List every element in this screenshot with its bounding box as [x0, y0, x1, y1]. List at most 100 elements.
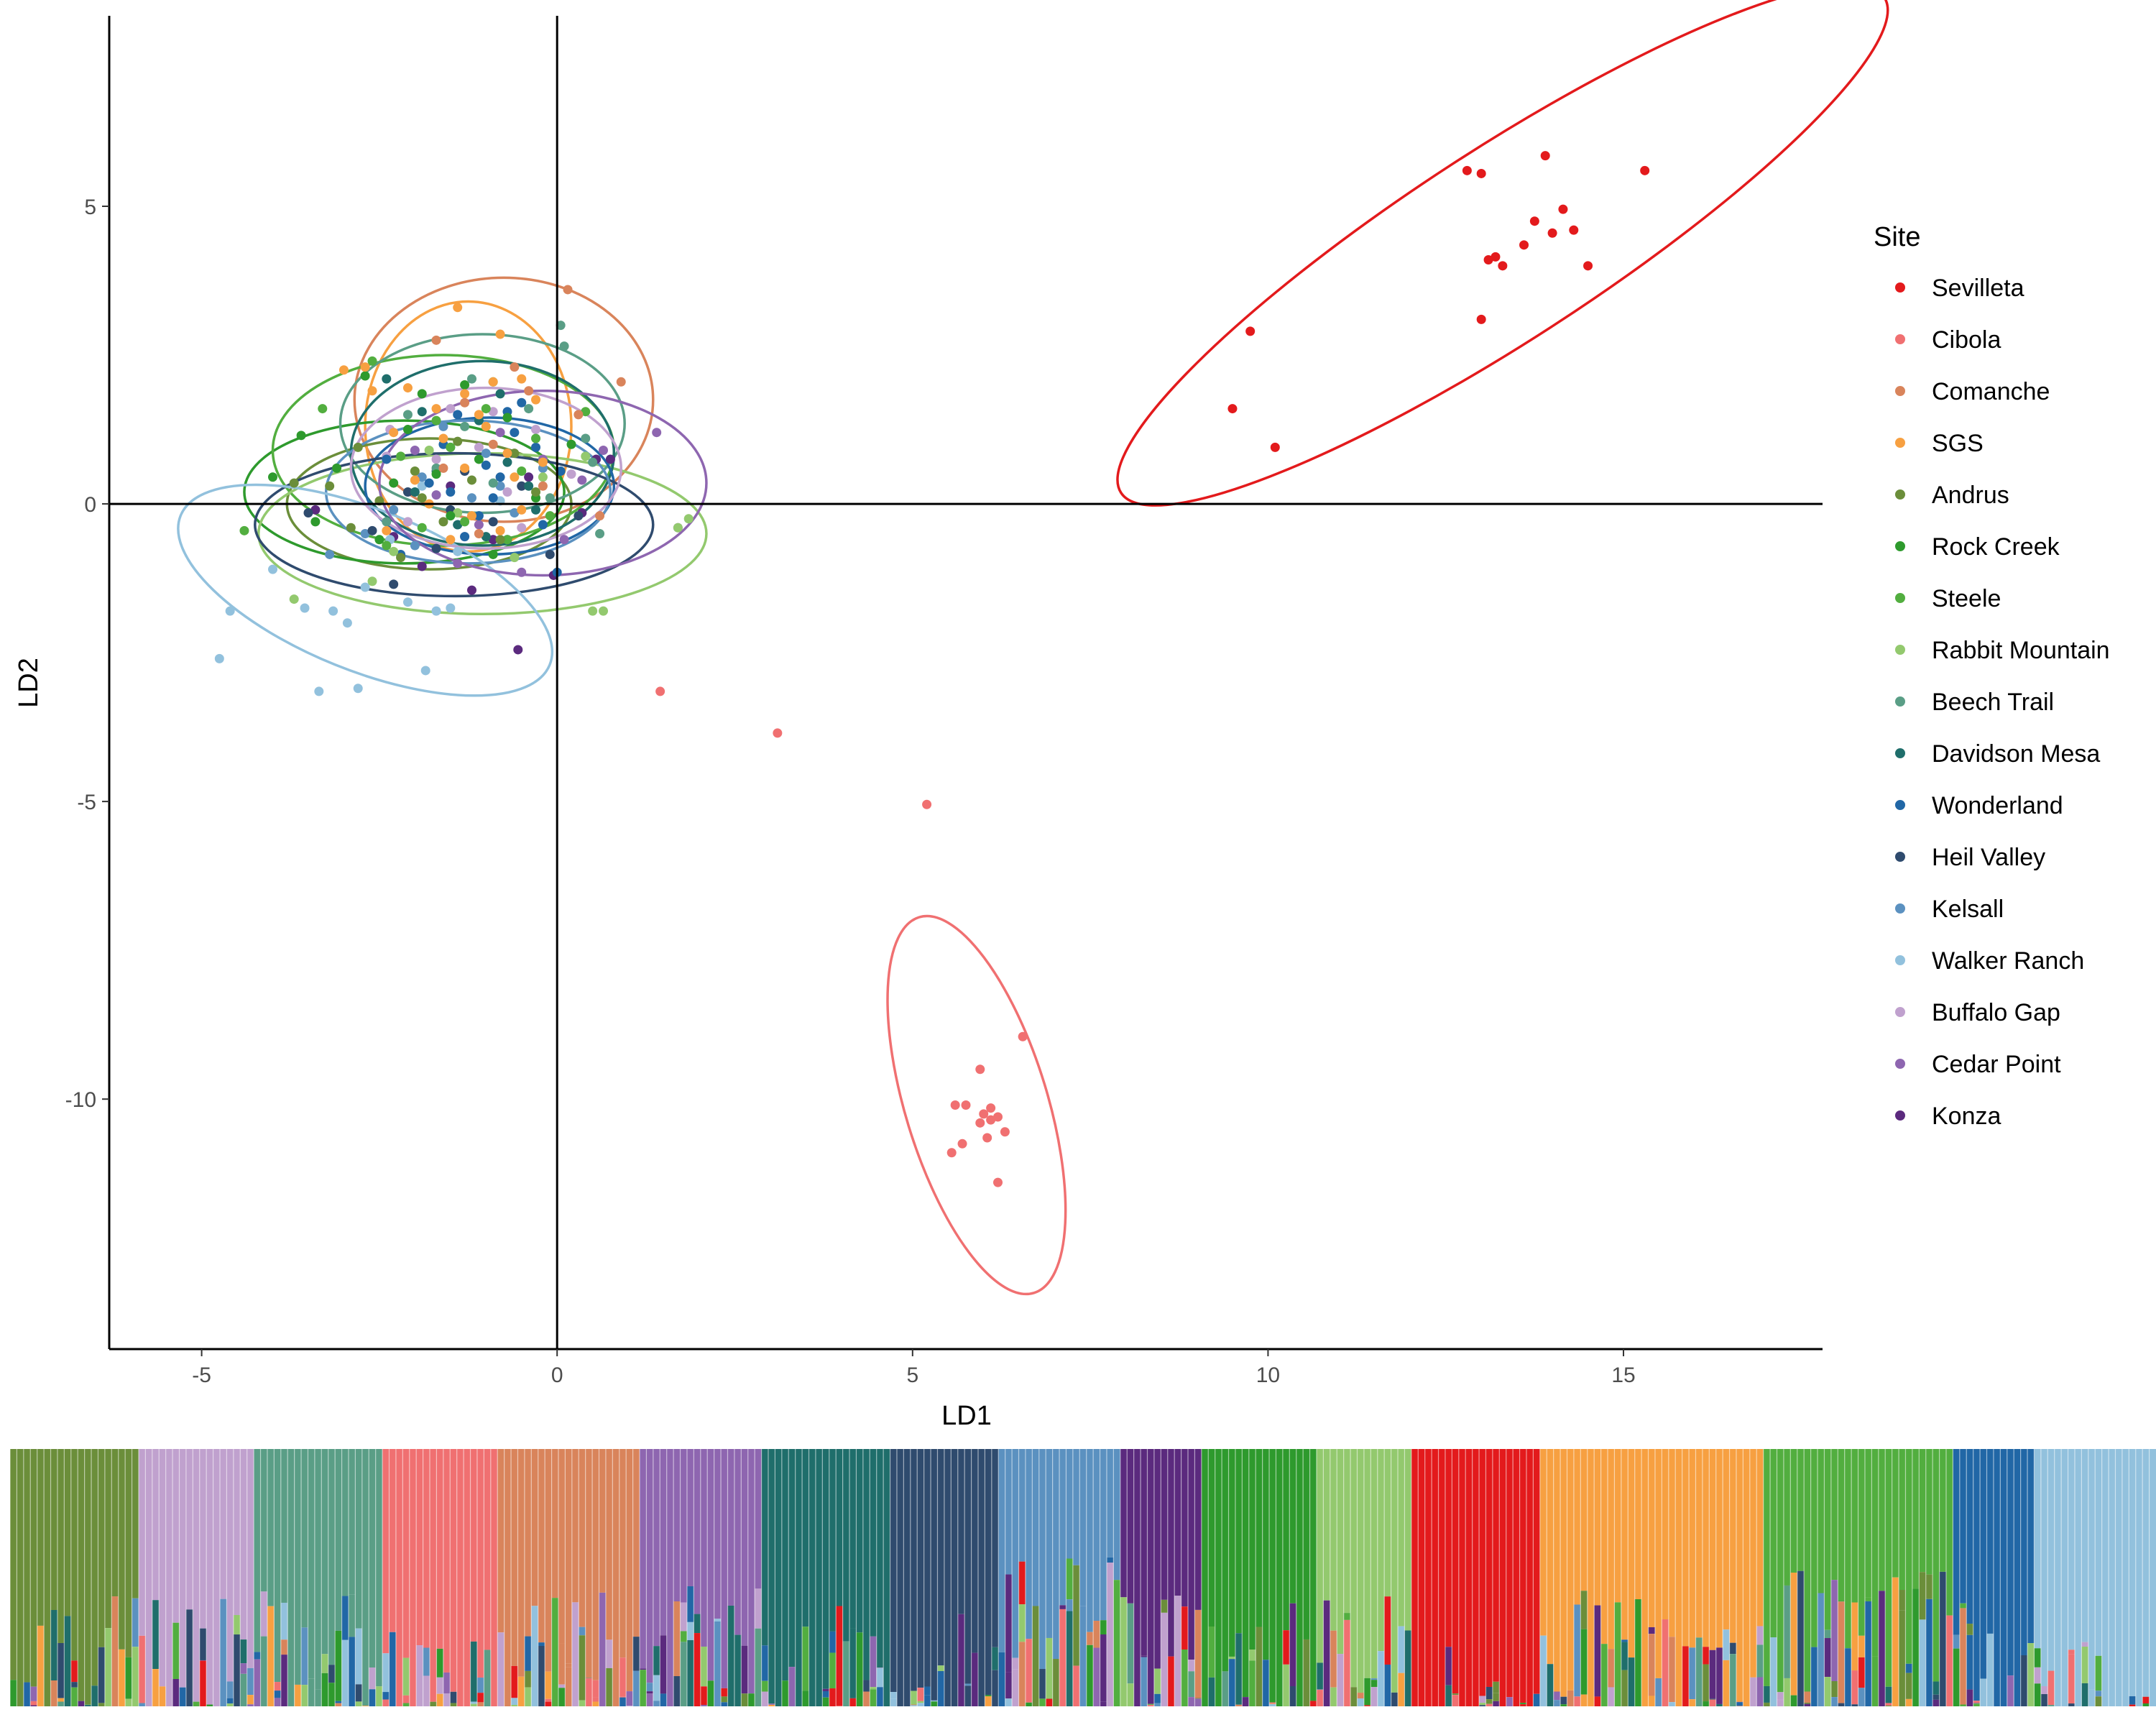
point-buffalo-gap [517, 523, 527, 533]
legend-label-sgs: SGS [1932, 430, 1984, 457]
ancestry-segment [2149, 1449, 2156, 1706]
ancestry-segment [1479, 1703, 1486, 1706]
ancestry-segment [280, 1639, 288, 1655]
ancestry-segment [382, 1653, 390, 1693]
ancestry-segment [138, 1449, 146, 1636]
ancestry-segment [1127, 1683, 1134, 1706]
ancestry-segment [1492, 1449, 1500, 1682]
ancestry-segment [456, 1449, 464, 1706]
ancestry-segment [2034, 1449, 2042, 1649]
ancestry-segment [57, 1449, 65, 1643]
ancestry-segment [1986, 1449, 1994, 1634]
ancestry-segment [1479, 1705, 1486, 1706]
point-rock-creek [417, 389, 427, 399]
ancestry-segment [599, 1449, 607, 1593]
ancestry-segment [1824, 1638, 1832, 1678]
point-walker-ranch [225, 606, 235, 616]
ancestry-segment [923, 1449, 931, 1687]
point-sgs [446, 535, 456, 545]
ancestry-segment [1973, 1703, 1981, 1704]
ancestry-segment [977, 1449, 985, 1706]
ancestry-segment [254, 1652, 261, 1660]
point-wonderland [510, 428, 520, 438]
point-sgs [474, 410, 484, 420]
ellipse-steele [271, 354, 616, 547]
ancestry-segment [700, 1646, 708, 1687]
ancestry-segment [1830, 1580, 1838, 1682]
point-konza [488, 535, 498, 545]
ancestry-segment [1208, 1449, 1215, 1627]
ancestry-segment [1248, 1660, 1256, 1706]
ancestry-segment [1818, 1449, 1825, 1593]
ancestry-segment [111, 1596, 119, 1706]
ancestry-segment [1709, 1650, 1717, 1699]
ancestry-segment [802, 1690, 809, 1706]
ancestry-segment [1445, 1449, 1452, 1647]
ancestry-segment [694, 1449, 701, 1614]
ancestry-segment [531, 1606, 539, 1706]
ancestry-segment [1539, 1449, 1547, 1636]
ancestry-segment [1066, 1599, 1074, 1611]
ancestry-segment [2142, 1449, 2150, 1697]
ancestry-segment [1973, 1703, 1981, 1706]
ancestry-segment [2095, 1696, 2102, 1706]
ancestry-segment [1709, 1699, 1717, 1706]
point-sevilleta [1547, 228, 1557, 238]
point-steele [239, 525, 249, 535]
ancestry-segment [1093, 1621, 1100, 1648]
ancestry-segment [206, 1704, 213, 1706]
point-sevilleta [1476, 314, 1486, 324]
ancestry-segment [795, 1449, 803, 1706]
ancestry-segment [1479, 1696, 1486, 1703]
point-beech-trail [524, 404, 534, 414]
ancestry-segment [50, 1449, 58, 1610]
ancestry-segment [436, 1449, 444, 1649]
ancestry-segment [2040, 1449, 2048, 1686]
ancestry-segment [2142, 1696, 2150, 1703]
legend-key-konza [1895, 1110, 1905, 1121]
ancestry-segment [1919, 1572, 1927, 1620]
ancestry-segment [1594, 1696, 1601, 1706]
ancestry-segment [612, 1449, 620, 1706]
ancestry-segment [402, 1657, 410, 1696]
ancestry-segment [464, 1449, 471, 1706]
point-wonderland [474, 511, 484, 521]
ancestry-segment [50, 1609, 58, 1680]
ancestry-segment [314, 1449, 322, 1690]
ancestry-segment [185, 1449, 193, 1610]
ancestry-segment [1445, 1647, 1452, 1685]
point-davidson-mesa [417, 407, 427, 417]
ancestry-segment [931, 1701, 938, 1706]
ancestry-segment [1709, 1449, 1717, 1650]
point-rabbit-mountain [581, 451, 591, 461]
ancestry-segment [917, 1701, 924, 1703]
ancestry-segment [1648, 1696, 1656, 1706]
ancestry-segment [734, 1634, 742, 1706]
ancestry-segment [1479, 1449, 1486, 1696]
point-kelsall [510, 507, 520, 518]
ancestry-segment [348, 1449, 356, 1595]
ancestry-segment [944, 1449, 952, 1706]
ancestry-segment [1398, 1673, 1405, 1706]
ancestry-segment [1749, 1449, 1757, 1678]
point-wonderland [460, 532, 470, 542]
ancestry-segment [369, 1449, 376, 1668]
ancestry-segment [890, 1449, 898, 1693]
ancestry-segment [957, 1614, 965, 1706]
ancestry-segment [1600, 1644, 1608, 1706]
point-cibola [1000, 1127, 1010, 1137]
ancestry-segment [815, 1449, 823, 1706]
ancestry-segment [1899, 1449, 1906, 1591]
ancestry-segment [1838, 1601, 1846, 1703]
ancestry-segment [1025, 1702, 1033, 1706]
ancestry-segment [680, 1449, 688, 1603]
ancestry-segment [1804, 1691, 1811, 1703]
ancestry-segment [1830, 1697, 1838, 1706]
point-sevilleta [1491, 252, 1501, 262]
legend-key-walker-ranch [1895, 955, 1905, 965]
ancestry-segment [511, 1705, 518, 1706]
point-wonderland [538, 520, 548, 530]
ancestry-segment [1066, 1611, 1074, 1706]
ancestry-segment [1337, 1654, 1344, 1706]
ancestry-segment [341, 1639, 349, 1706]
